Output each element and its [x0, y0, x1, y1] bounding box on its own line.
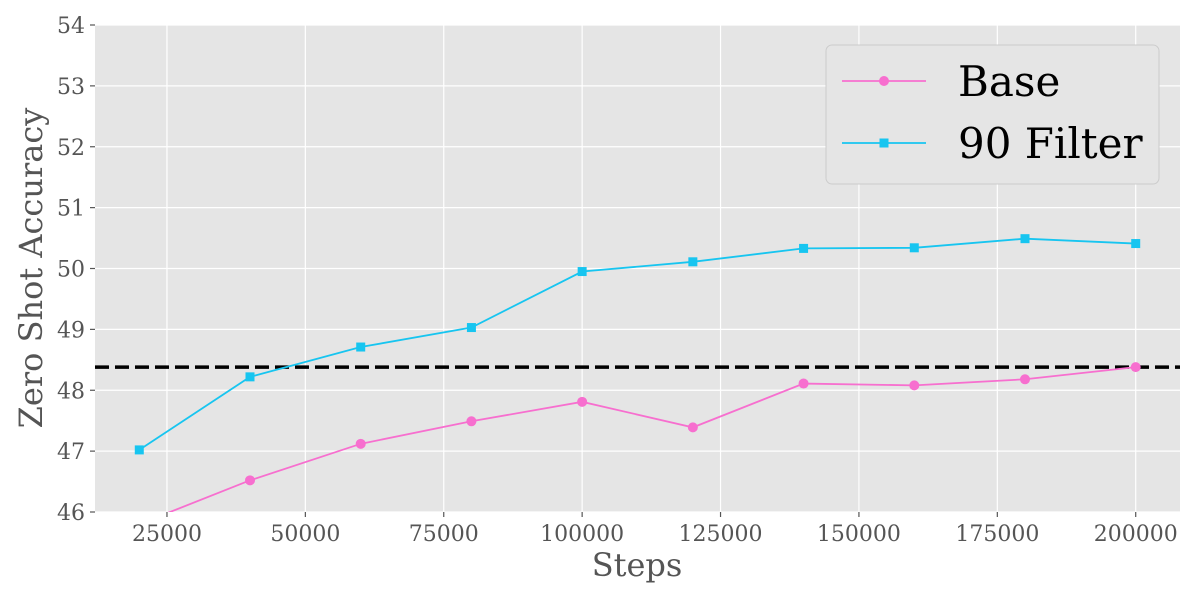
x-tick-label: 125000 — [679, 522, 763, 547]
y-tick-label: 50 — [57, 258, 85, 283]
y-tick-label: 52 — [57, 136, 85, 161]
x-tick-label: 50000 — [270, 522, 340, 547]
x-tick-label: 100000 — [540, 522, 624, 547]
data-point-90-filter — [1131, 239, 1141, 249]
data-point-base — [687, 422, 698, 433]
series-base — [167, 362, 1141, 512]
legend-swatch-marker — [879, 76, 889, 86]
legend-label: 90 Filter — [958, 119, 1144, 168]
data-point-90-filter — [1020, 234, 1030, 244]
series-group — [134, 234, 1141, 512]
x-tick-label: 200000 — [1094, 522, 1178, 547]
data-point-base — [245, 475, 255, 486]
x-tick-label: 150000 — [817, 522, 901, 547]
y-axis-ticks: 46 47 48 49 50 51 52 53 54 — [57, 14, 95, 526]
y-tick-label: 46 — [57, 501, 85, 526]
data-point-base — [1020, 374, 1030, 385]
y-axis-title: Zero Shot Accuracy — [12, 108, 50, 429]
x-tick-label: 25000 — [132, 522, 202, 547]
data-point-90-filter — [909, 243, 919, 253]
y-tick-label: 47 — [57, 440, 85, 465]
x-tick-label: 175000 — [955, 522, 1039, 547]
legend-item-base: Base — [842, 57, 1060, 106]
x-axis-title: Steps — [592, 546, 683, 584]
y-tick-label: 48 — [57, 379, 85, 404]
y-tick-label: 51 — [57, 197, 85, 222]
data-point-90-filter — [688, 257, 698, 267]
data-point-base — [798, 378, 809, 389]
data-point-90-filter — [245, 372, 255, 382]
y-tick-label: 49 — [57, 318, 85, 343]
legend-swatch-marker — [879, 138, 889, 148]
x-axis-ticks: 25000 50000 75000 100000 125000 150000 175000 2… — [132, 512, 1178, 547]
legend-box — [825, 44, 1160, 185]
y-tick-label: 53 — [57, 75, 85, 100]
data-point-base — [466, 416, 477, 427]
data-point-base — [909, 380, 920, 391]
data-point-90-filter — [356, 342, 366, 352]
data-point-90-filter — [134, 445, 144, 455]
series-line-90-filter — [138, 237, 1136, 451]
series-90-filter — [134, 234, 1141, 455]
data-point-90-filter — [577, 267, 587, 277]
data-point-base — [577, 396, 588, 407]
data-point-base — [355, 438, 366, 449]
data-point-base — [1130, 362, 1141, 373]
legend: Base 90 Filter — [825, 44, 1160, 185]
legend-item-90-filter: 90 Filter — [842, 119, 1144, 168]
data-point-90-filter — [466, 323, 476, 333]
y-tick-label: 54 — [57, 14, 85, 39]
legend-label: Base — [958, 57, 1060, 106]
x-tick-label: 75000 — [409, 522, 479, 547]
series-line-base — [167, 366, 1136, 512]
data-point-90-filter — [799, 243, 809, 253]
